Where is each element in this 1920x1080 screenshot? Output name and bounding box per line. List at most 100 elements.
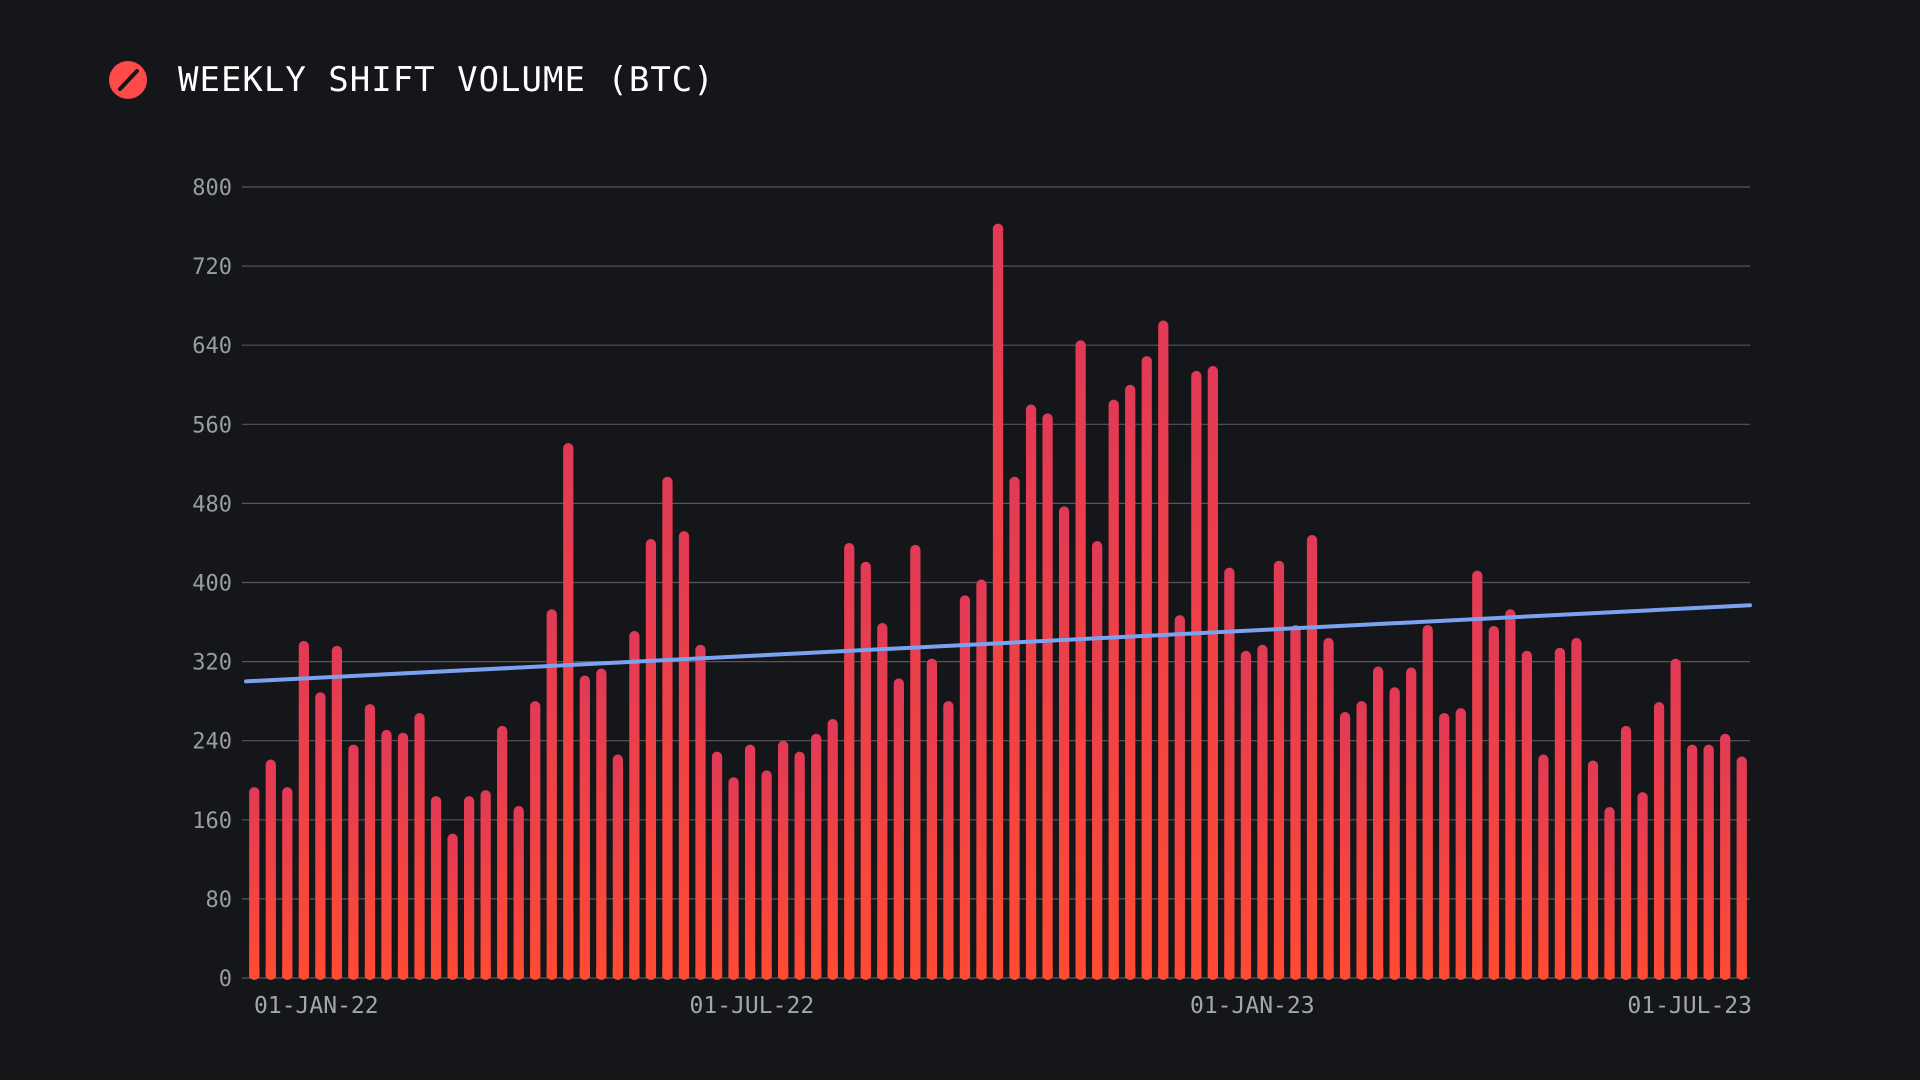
bar-base	[1224, 967, 1235, 978]
bar	[596, 668, 607, 980]
bar	[249, 787, 260, 980]
bar	[1587, 760, 1599, 980]
bar-base	[1323, 967, 1334, 978]
y-tick-label: 400	[192, 572, 232, 597]
bar-base	[1042, 967, 1053, 978]
bar-base	[1736, 967, 1747, 978]
bar	[397, 732, 409, 980]
bar-base	[513, 967, 524, 978]
bar	[1009, 476, 1020, 980]
bar	[877, 623, 888, 980]
bar-base	[1587, 967, 1599, 978]
bar-base	[1125, 967, 1136, 978]
bar	[827, 718, 838, 980]
bar	[480, 790, 491, 980]
bar	[1323, 637, 1334, 980]
bar	[844, 542, 855, 980]
bar-base	[711, 967, 723, 978]
bar	[1092, 540, 1103, 980]
bar-base	[1422, 967, 1433, 978]
bar-base	[315, 967, 326, 978]
bar	[1604, 806, 1615, 980]
bar-base	[546, 967, 557, 978]
slashed-circle-logo-icon	[109, 61, 147, 99]
bar	[959, 595, 971, 980]
y-tick-label: 720	[192, 255, 232, 280]
bar	[414, 713, 425, 980]
bar	[976, 579, 987, 980]
bar-base	[265, 967, 276, 978]
bar-base	[976, 967, 987, 978]
bar	[298, 640, 309, 980]
bar-base	[1571, 967, 1582, 978]
bar	[744, 744, 756, 980]
bar-base	[331, 967, 343, 978]
bar	[1687, 744, 1698, 980]
bar	[513, 805, 524, 980]
y-tick-label: 480	[192, 492, 232, 517]
bar-base	[1670, 967, 1681, 978]
bar-base	[480, 967, 491, 978]
bar	[645, 538, 657, 980]
bar	[1505, 609, 1516, 980]
bar-base	[1653, 967, 1665, 978]
bar	[1670, 658, 1681, 980]
bar-base	[1505, 967, 1516, 978]
bar	[579, 675, 590, 980]
bar-base	[728, 967, 739, 978]
bar-base	[1488, 967, 1499, 978]
bar	[1240, 650, 1252, 980]
bar	[1422, 625, 1433, 980]
bar	[926, 658, 938, 980]
x-tick-label: 01-JUL-23	[1627, 993, 1752, 1019]
bar-base	[1439, 967, 1450, 978]
bar-base	[298, 967, 309, 978]
bar	[1075, 340, 1086, 981]
bar-base	[596, 967, 607, 978]
bar-base	[1058, 967, 1070, 978]
bar-base	[1339, 967, 1351, 978]
bar-base	[364, 967, 376, 978]
y-tick-label: 240	[192, 730, 232, 755]
trend-line-series	[244, 603, 1752, 684]
bar-base	[1604, 967, 1615, 978]
y-tick-label: 160	[192, 809, 232, 834]
bar-base	[744, 967, 756, 978]
bar	[1257, 644, 1268, 980]
bar	[1653, 702, 1665, 980]
bar-base	[1538, 967, 1549, 978]
bar-base	[1141, 967, 1152, 978]
bar	[1174, 615, 1185, 980]
bar	[1058, 506, 1070, 980]
bar-base	[579, 967, 590, 978]
bar	[1736, 756, 1747, 980]
y-tick-label: 0	[219, 967, 232, 992]
bar	[1406, 667, 1417, 980]
bar	[695, 644, 706, 980]
bar-base	[1554, 967, 1566, 978]
bar-base	[282, 967, 293, 978]
bar	[315, 692, 326, 980]
bar-base	[530, 967, 541, 978]
bar-base	[348, 967, 359, 978]
bar	[563, 443, 574, 980]
bar-base	[1108, 967, 1119, 978]
bar	[728, 777, 739, 980]
bar-base	[1406, 967, 1417, 978]
trend-line	[244, 603, 1752, 684]
bar	[1207, 365, 1218, 980]
bar-base	[381, 967, 392, 978]
bar-base	[827, 967, 838, 978]
bar-base	[1373, 967, 1384, 978]
bar	[893, 678, 904, 980]
bar-base	[430, 967, 442, 978]
bar-base	[1240, 967, 1252, 978]
bar	[1637, 792, 1648, 980]
bar	[463, 796, 475, 980]
bar-base	[1455, 967, 1466, 978]
bar	[282, 787, 293, 980]
bar-base	[910, 967, 921, 978]
bar-base	[1158, 967, 1169, 978]
bar-base	[1207, 967, 1218, 978]
